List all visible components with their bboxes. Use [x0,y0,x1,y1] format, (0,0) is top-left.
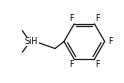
Text: F: F [69,14,73,23]
Text: F: F [69,60,73,69]
Text: SiH: SiH [25,37,38,46]
Text: F: F [95,60,100,69]
Text: F: F [108,37,113,46]
Text: F: F [95,14,100,23]
